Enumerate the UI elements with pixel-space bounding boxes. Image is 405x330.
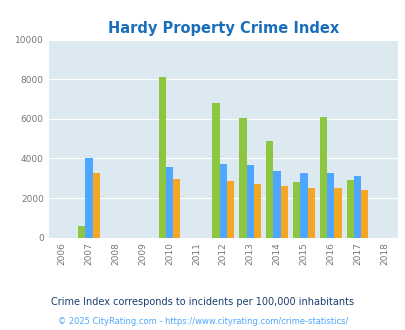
Text: Crime Index corresponds to incidents per 100,000 inhabitants: Crime Index corresponds to incidents per… bbox=[51, 297, 354, 307]
Bar bbox=[326, 173, 334, 238]
Bar bbox=[158, 77, 166, 238]
Bar bbox=[346, 180, 353, 238]
Bar bbox=[300, 173, 307, 238]
Bar bbox=[292, 182, 300, 238]
Bar bbox=[212, 103, 219, 238]
Bar bbox=[253, 184, 260, 238]
Bar bbox=[85, 158, 92, 238]
Bar bbox=[239, 118, 246, 238]
Bar bbox=[92, 173, 100, 238]
Bar bbox=[307, 188, 314, 238]
Title: Hardy Property Crime Index: Hardy Property Crime Index bbox=[107, 21, 338, 36]
Bar bbox=[166, 167, 173, 238]
Bar bbox=[246, 165, 253, 238]
Text: © 2025 CityRating.com - https://www.cityrating.com/crime-statistics/: © 2025 CityRating.com - https://www.city… bbox=[58, 317, 347, 326]
Bar bbox=[280, 186, 287, 238]
Bar bbox=[319, 117, 326, 238]
Bar bbox=[353, 176, 360, 238]
Bar bbox=[360, 190, 368, 238]
Bar bbox=[266, 141, 273, 238]
Bar bbox=[78, 226, 85, 238]
Bar bbox=[173, 179, 180, 238]
Bar bbox=[334, 188, 341, 238]
Bar bbox=[226, 181, 234, 238]
Bar bbox=[273, 171, 280, 238]
Bar bbox=[219, 164, 226, 238]
